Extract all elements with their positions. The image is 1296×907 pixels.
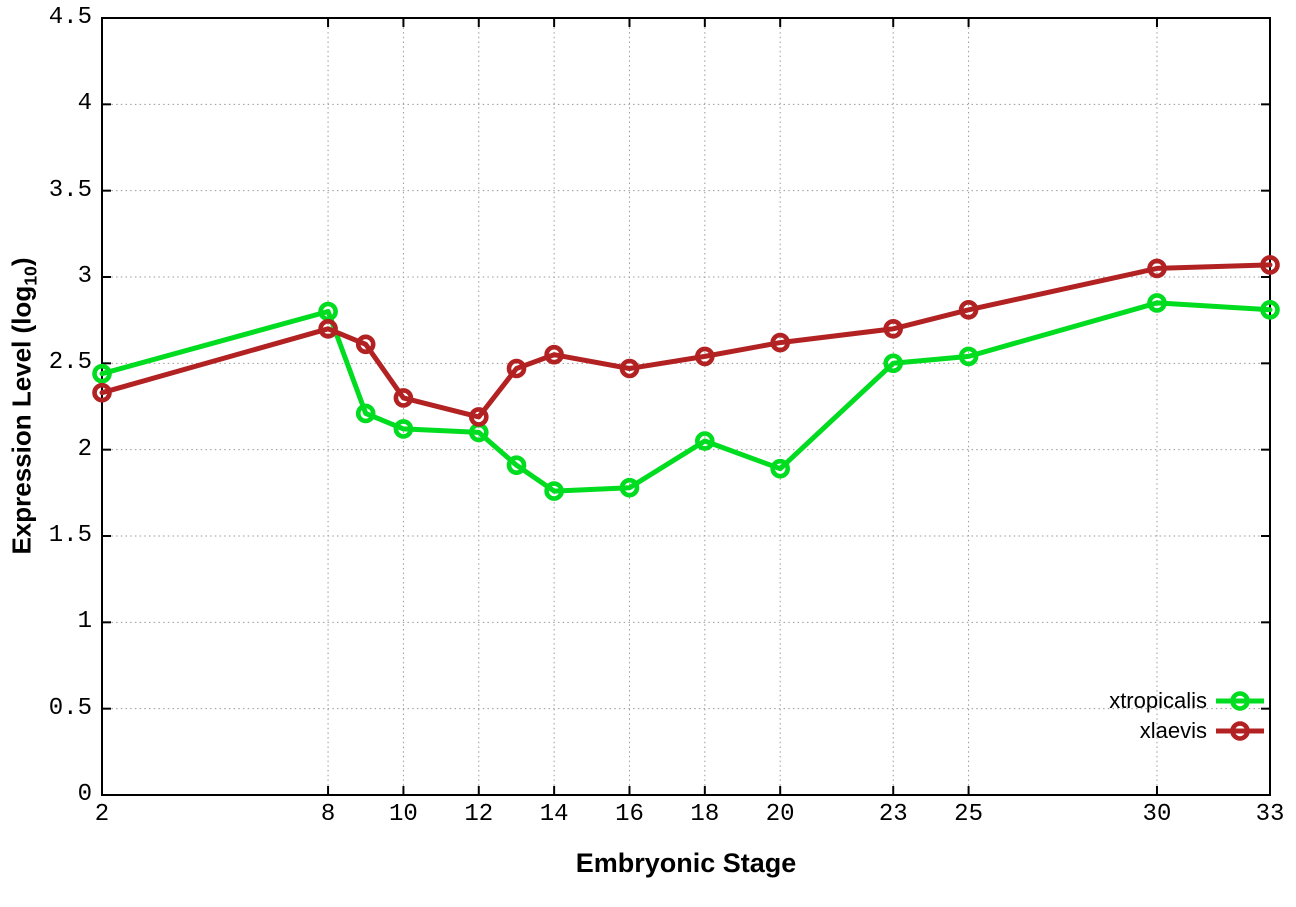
x-tick-label: 12 (464, 801, 494, 828)
y-tick-label: 4.5 (48, 4, 92, 31)
y-axis-title-subscript: 10 (20, 266, 41, 286)
y-tick-label: 1 (77, 608, 92, 636)
x-tick-label: 16 (615, 801, 644, 828)
x-tick-label: 8 (320, 801, 336, 828)
legend-label-xlaevis: xlaevis (1139, 718, 1207, 743)
legend-label-xtropicalis: xtropicalis (1109, 688, 1207, 713)
x-tick-label: 18 (690, 801, 720, 828)
y-tick-label: 1.5 (48, 522, 92, 549)
x-tick-label: 25 (954, 801, 983, 828)
y-axis-title-text: Expression Level (log (6, 285, 37, 555)
x-tick-label: 2 (94, 801, 110, 828)
x-tick-label: 33 (1255, 801, 1285, 828)
legend-item-xtropicalis: xtropicalis (1109, 686, 1265, 716)
y-axis-title: Expression Level (log10) (6, 257, 41, 554)
y-tick-label: 0.5 (48, 694, 92, 722)
x-tick-label: 20 (765, 801, 795, 828)
y-tick-label: 2.5 (48, 349, 92, 377)
y-tick-label: 4 (77, 90, 92, 118)
y-tick-label: 3 (77, 263, 92, 290)
x-tick-label: 30 (1142, 801, 1172, 828)
y-axis-title-close: ) (6, 257, 37, 267)
x-tick-label: 23 (878, 801, 908, 828)
x-tick-label: 10 (389, 801, 418, 828)
y-tick-label: 3.5 (48, 176, 92, 204)
x-axis-title: Embryonic Stage (575, 848, 797, 878)
legend-marker-xlaevis-icon (1215, 718, 1265, 744)
y-tick-label: 0 (77, 781, 92, 808)
legend-marker-xtropicalis-icon (1215, 688, 1265, 714)
legend-item-xlaevis: xlaevis (1140, 716, 1265, 746)
legend: xtropicalis xlaevis (1109, 686, 1265, 746)
x-tick-label: 14 (539, 801, 569, 828)
y-tick-label: 2 (77, 435, 92, 463)
